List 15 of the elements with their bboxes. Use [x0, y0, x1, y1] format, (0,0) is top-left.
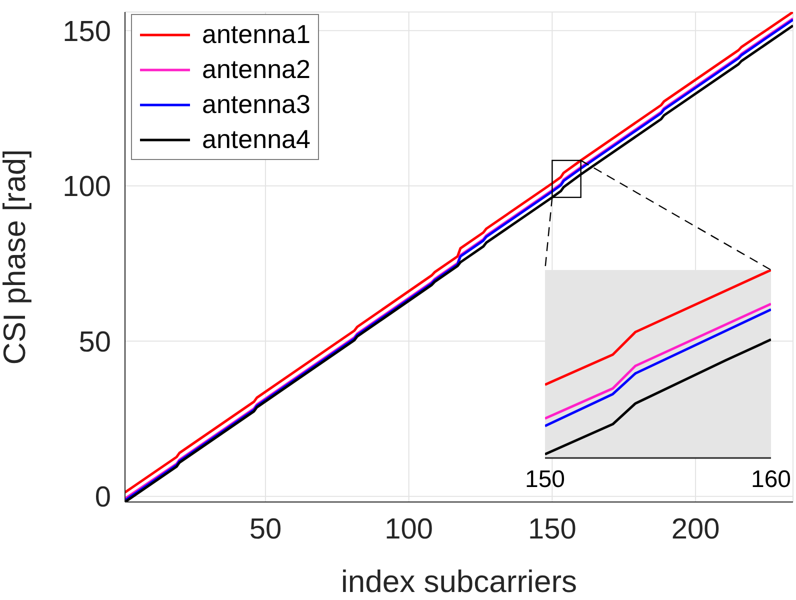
legend-label: antenna2: [202, 53, 310, 86]
x-tick-label: 200: [671, 514, 720, 546]
legend-label: antenna1: [202, 18, 310, 51]
legend-label: antenna3: [202, 88, 310, 121]
x-axis-title: index subcarriers: [340, 564, 578, 599]
y-tick-label: 100: [62, 171, 111, 204]
y-tick-label: 0: [94, 482, 111, 514]
y-tick-label: 150: [62, 16, 111, 48]
x-tick-label: 150: [528, 514, 576, 546]
y-tick-label: 50: [78, 326, 111, 358]
x-tick-label: 160: [750, 466, 792, 494]
legend-label: antenna4: [202, 123, 310, 156]
x-tick-label: 50: [249, 514, 282, 546]
y-axis-title: CSI phase [rad]: [0, 149, 32, 365]
x-tick-label: 100: [384, 514, 434, 546]
